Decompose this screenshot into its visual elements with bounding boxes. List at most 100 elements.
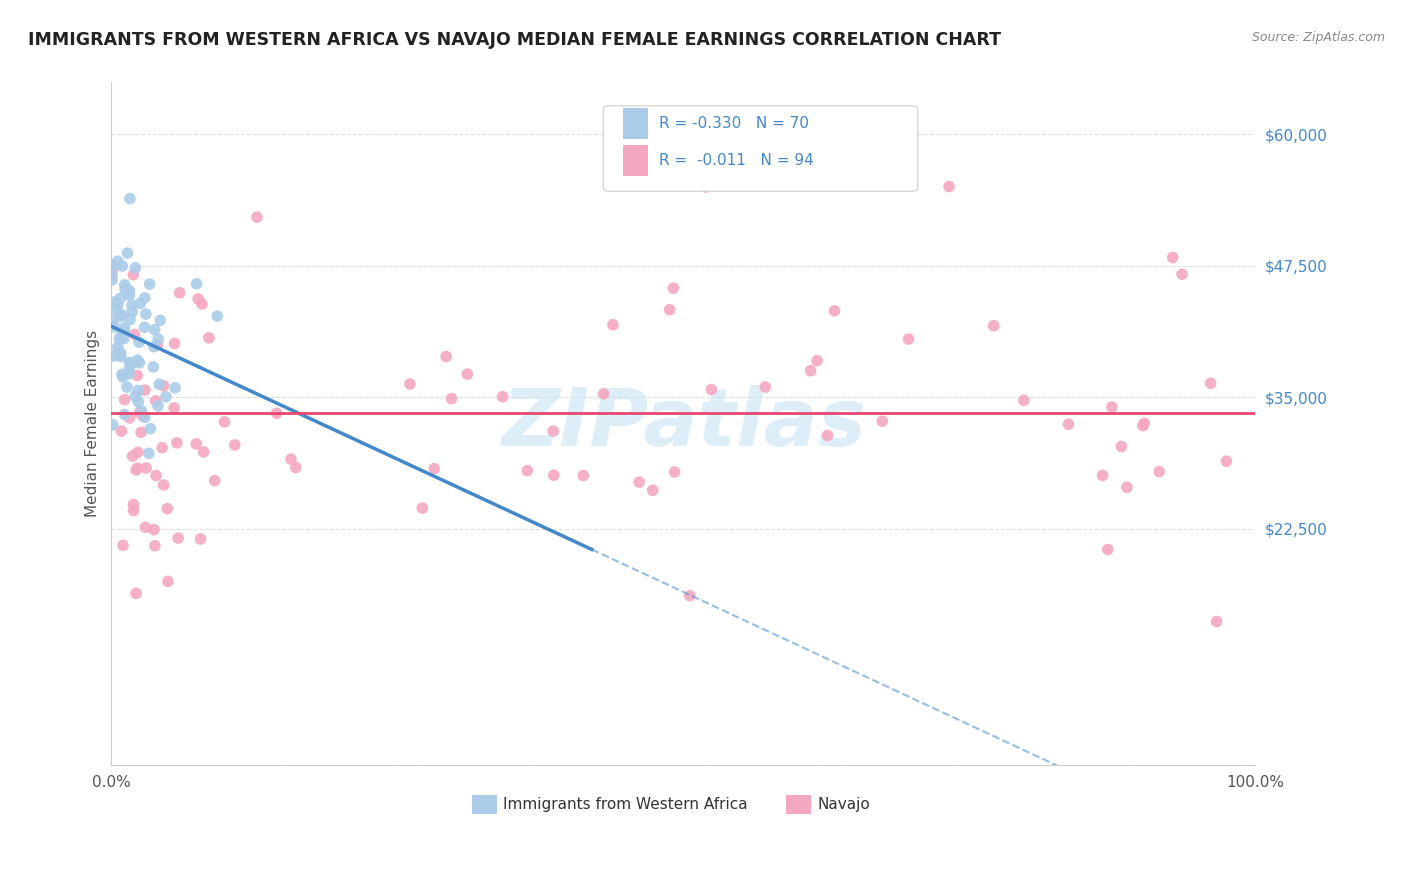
Point (114, 282, 136, 296)
Point (1101, 400, 1123, 414)
Point (1215, 454, 1237, 468)
Point (118, 312, 141, 326)
Point (602, 318, 624, 332)
Point (124, 327, 146, 342)
Point (138, 277, 160, 291)
Point (658, 302, 681, 317)
Point (187, 292, 209, 306)
Point (118, 367, 141, 381)
Point (122, 503, 145, 517)
Point (139, 422, 162, 436)
Point (127, 384, 149, 398)
Point (284, 460, 307, 475)
Point (115, 380, 138, 394)
Point (150, 441, 173, 455)
Point (193, 445, 215, 459)
Point (434, 350, 457, 364)
Point (456, 367, 478, 381)
Point (1199, 376, 1222, 391)
Point (280, 452, 302, 467)
Point (112, 327, 135, 342)
Point (165, 381, 187, 395)
Point (440, 392, 463, 406)
Point (149, 313, 172, 327)
Point (101, 318, 124, 332)
Point (754, 380, 776, 394)
Point (110, 310, 132, 324)
Point (118, 362, 141, 376)
Point (128, 405, 150, 419)
Point (101, 417, 124, 432)
Point (114, 321, 136, 335)
Text: Source: ZipAtlas.com: Source: ZipAtlas.com (1251, 31, 1385, 45)
Point (122, 268, 145, 282)
Point (107, 254, 129, 268)
Point (1147, 465, 1170, 479)
Point (146, 399, 169, 413)
Point (134, 520, 156, 534)
Point (101, 273, 124, 287)
Point (105, 304, 128, 318)
FancyBboxPatch shape (786, 795, 811, 814)
Point (111, 259, 134, 273)
Text: Navajo: Navajo (817, 797, 870, 813)
Point (121, 298, 143, 312)
Point (114, 408, 136, 422)
Point (152, 378, 174, 392)
FancyBboxPatch shape (623, 145, 648, 176)
Point (104, 319, 127, 334)
Point (983, 318, 1005, 333)
Point (124, 389, 146, 403)
Point (148, 377, 170, 392)
Point (125, 463, 148, 477)
Point (143, 323, 166, 337)
Point (101, 259, 124, 273)
Point (662, 281, 685, 295)
Point (110, 291, 132, 305)
Point (127, 353, 149, 368)
Point (156, 574, 179, 589)
Point (111, 368, 134, 382)
Point (127, 445, 149, 459)
Point (423, 461, 446, 475)
Point (134, 383, 156, 397)
Point (145, 468, 167, 483)
Point (872, 414, 894, 428)
Text: IMMIGRANTS FROM WESTERN AFRICA VS NAVAJO MEDIAN FEMALE EARNINGS CORRELATION CHAR: IMMIGRANTS FROM WESTERN AFRICA VS NAVAJO… (28, 31, 1001, 49)
Point (128, 356, 150, 370)
Point (664, 465, 686, 479)
Point (897, 332, 920, 346)
Point (111, 370, 134, 384)
Point (186, 437, 208, 451)
Point (572, 468, 595, 483)
Point (143, 523, 166, 537)
Point (641, 483, 664, 498)
Point (155, 390, 177, 404)
Point (135, 461, 157, 475)
Point (1133, 417, 1156, 431)
Point (142, 340, 165, 354)
Point (121, 356, 143, 370)
Y-axis label: Median Female Earnings: Median Female Earnings (86, 330, 100, 517)
Point (1111, 440, 1133, 454)
Point (1205, 615, 1227, 629)
Point (134, 410, 156, 425)
Point (110, 350, 132, 364)
Point (101, 314, 124, 328)
Point (167, 531, 190, 545)
Point (817, 428, 839, 442)
Point (114, 277, 136, 292)
Point (204, 474, 226, 488)
Point (628, 475, 651, 490)
Point (1091, 468, 1114, 483)
Point (111, 538, 134, 552)
Point (214, 415, 236, 429)
Point (121, 305, 143, 319)
Point (117, 246, 139, 260)
Point (166, 436, 188, 450)
Point (411, 501, 433, 516)
Point (399, 377, 422, 392)
Point (800, 364, 823, 378)
Point (198, 331, 221, 345)
FancyBboxPatch shape (471, 795, 496, 814)
